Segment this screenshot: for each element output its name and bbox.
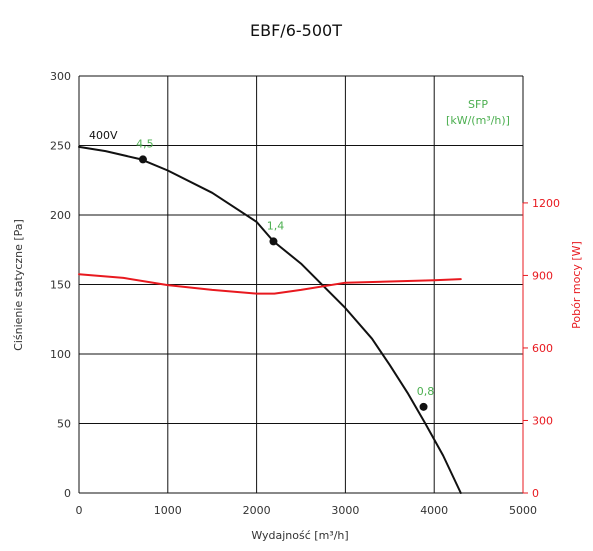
y-tick-label: 200 [50,209,71,222]
y-axis-label: Ciśnienie statyczne [Pa] [12,219,25,351]
sfp-point-label: 1,4 [267,219,285,232]
y2-tick-label: 300 [532,414,553,427]
y2-tick-label: 0 [532,487,539,500]
x-tick-label: 2000 [243,504,271,517]
sfp-label-line1: SFP [468,98,488,111]
x-tick-label: 3000 [331,504,359,517]
y-tick-label: 150 [50,279,71,292]
sfp-point-marker [419,402,428,411]
sfp-point-label: 0,8 [417,385,435,398]
y-tick-label: 100 [50,348,71,361]
sfp-point-marker [269,237,278,246]
series: 400V [78,129,462,494]
chart-title: EBF/6-500T [250,21,342,40]
x-axis-ticks: 0 1000 2000 3000 4000 5000 [76,504,538,517]
sfp-point-marker [138,155,147,164]
x-tick-label: 5000 [509,504,537,517]
y2-tick-label: 1200 [532,197,560,210]
y-axis-ticks: 0 50 100 150 200 250 300 [50,70,71,500]
sfp-points: 4,5 1,4 0,8 [136,137,435,411]
y-tick-label: 300 [50,70,71,83]
x-tick-label: 0 [76,504,83,517]
sfp-point-label: 4,5 [136,137,154,150]
y-tick-label: 0 [64,487,71,500]
sfp-label-line2: [kW/(m³/h)] [446,114,510,127]
y2-tick-label: 900 [532,269,553,282]
x-tick-label: 4000 [420,504,448,517]
series-label: 400V [89,129,118,142]
y2-axis-label: Pobór mocy [W] [570,241,583,329]
y-tick-label: 50 [57,418,71,431]
pressure-curve [78,145,462,494]
y2-tick-label: 600 [532,342,553,355]
x-axis-label: Wydajność [m³/h] [251,529,348,542]
x-tick-label: 1000 [154,504,182,517]
y-tick-label: 250 [50,140,71,153]
y2-axis-ticks: 0 300 600 900 1200 [522,197,560,500]
power-curve [78,273,462,295]
